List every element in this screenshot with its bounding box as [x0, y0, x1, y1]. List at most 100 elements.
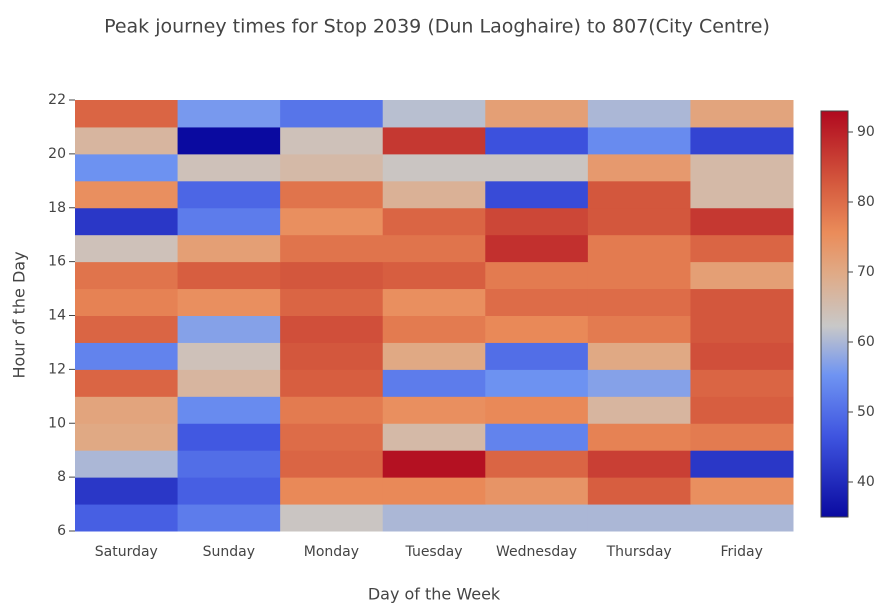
x-tick-label: Tuesday [405, 544, 463, 560]
x-tick-label: Thursday [606, 544, 672, 560]
heatmap-cell [485, 423, 589, 451]
heatmap-cell [382, 369, 486, 397]
x-tick-label: Friday [720, 544, 762, 560]
heatmap-cell [690, 450, 794, 478]
heatmap-cell [177, 396, 281, 424]
heatmap-cell [690, 288, 794, 316]
y-tick-label: 6 [57, 523, 66, 539]
x-tick-label: Sunday [203, 544, 255, 560]
heatmap-cell [177, 423, 281, 451]
heatmap-cell [382, 423, 486, 451]
heatmap-cell [485, 180, 589, 209]
y-axis-title: Hour of the Day [10, 251, 29, 378]
heatmap-cell [177, 369, 281, 397]
colorbar-tick-label: 50 [857, 404, 875, 420]
colorbar-tick-label: 40 [857, 474, 875, 490]
heatmap-cell [382, 207, 486, 236]
heatmap-cell [587, 423, 691, 451]
heatmap-cell [177, 126, 281, 155]
heatmap-cell [177, 450, 281, 478]
heatmap-cell [75, 423, 179, 451]
heatmap-cell [382, 477, 486, 505]
heatmap-cell [485, 450, 589, 478]
heatmap-cell [177, 207, 281, 236]
heatmap-cell [280, 396, 384, 424]
colorbar-tick-label: 60 [857, 334, 875, 350]
heatmap-cell [587, 477, 691, 505]
heatmap-cell [75, 234, 179, 263]
heatmap-cell [280, 261, 384, 290]
heatmap-cell [177, 234, 281, 263]
heatmap-cell [485, 261, 589, 290]
heatmap-cell [75, 126, 179, 155]
colorbar-tick-label: 80 [857, 194, 875, 210]
heatmap-cell [587, 153, 691, 182]
heatmap-cell [75, 261, 179, 290]
colorbar [820, 110, 849, 518]
heatmap-cell [177, 504, 281, 532]
heatmap-cell [75, 288, 179, 316]
heatmap-cell [382, 504, 486, 532]
heatmap-cell [485, 288, 589, 316]
heatmap-cell [485, 342, 589, 370]
heatmap-cell [177, 342, 281, 370]
heatmap-cell [587, 342, 691, 370]
heatmap-cell [75, 504, 179, 532]
heatmap-cell [587, 504, 691, 532]
heatmap-cell [75, 100, 179, 128]
heatmap-cell [690, 504, 794, 532]
heatmap-cell [690, 207, 794, 236]
heatmap-cell [587, 315, 691, 343]
x-axis-title: Day of the Week [368, 585, 501, 604]
heatmap-cell [485, 234, 589, 263]
heatmap-cell [690, 423, 794, 451]
heatmap-cell [280, 504, 384, 532]
heatmap-cell [75, 180, 179, 209]
heatmap-cell [690, 100, 794, 128]
heatmap-cell [690, 342, 794, 370]
heatmap-cell [485, 504, 589, 532]
heatmap-cell [690, 261, 794, 290]
heatmap-cell [690, 126, 794, 155]
heatmap-cell [690, 477, 794, 505]
heatmap-cell [690, 369, 794, 397]
heatmap-cell [280, 450, 384, 478]
heatmap-cell [75, 342, 179, 370]
heatmap-cell [690, 234, 794, 263]
heatmap-cell [382, 342, 486, 370]
heatmap-cell [382, 315, 486, 343]
heatmap-cell [280, 126, 384, 155]
heatmap-cell [280, 207, 384, 236]
heatmap-cell [382, 261, 486, 290]
y-tick-label: 8 [57, 469, 66, 485]
heatmap-cell [177, 477, 281, 505]
x-tick-label: Saturday [95, 544, 158, 560]
heatmap-cell [485, 369, 589, 397]
heatmap-cell [485, 477, 589, 505]
heatmap-cell [485, 153, 589, 182]
heatmap-cell [177, 315, 281, 343]
heatmap-cell [485, 315, 589, 343]
x-tick-label: Monday [304, 544, 359, 560]
heatmap-cell [75, 450, 179, 478]
heatmap-cell [280, 180, 384, 209]
heatmap-cell [177, 261, 281, 290]
colorbar-tick-label: 90 [857, 124, 875, 140]
chart-title: Peak journey times for Stop 2039 (Dun La… [104, 16, 770, 38]
heatmap-cell [587, 450, 691, 478]
heatmap-cell [75, 477, 179, 505]
y-tick-label: 10 [48, 415, 66, 431]
heatmap-cell [280, 234, 384, 263]
heatmap-cell [382, 288, 486, 316]
heatmap-cell [280, 477, 384, 505]
heatmap-cell [587, 288, 691, 316]
heatmap-cell [177, 288, 281, 316]
heatmap-cell [587, 234, 691, 263]
y-tick-label: 20 [48, 146, 66, 162]
heatmap-cell [382, 153, 486, 182]
x-tick-label: Wednesday [496, 544, 577, 560]
heatmap-cell [382, 450, 486, 478]
heatmap-cell [177, 180, 281, 209]
heatmap-cell [587, 126, 691, 155]
heatmap-cell [382, 180, 486, 209]
